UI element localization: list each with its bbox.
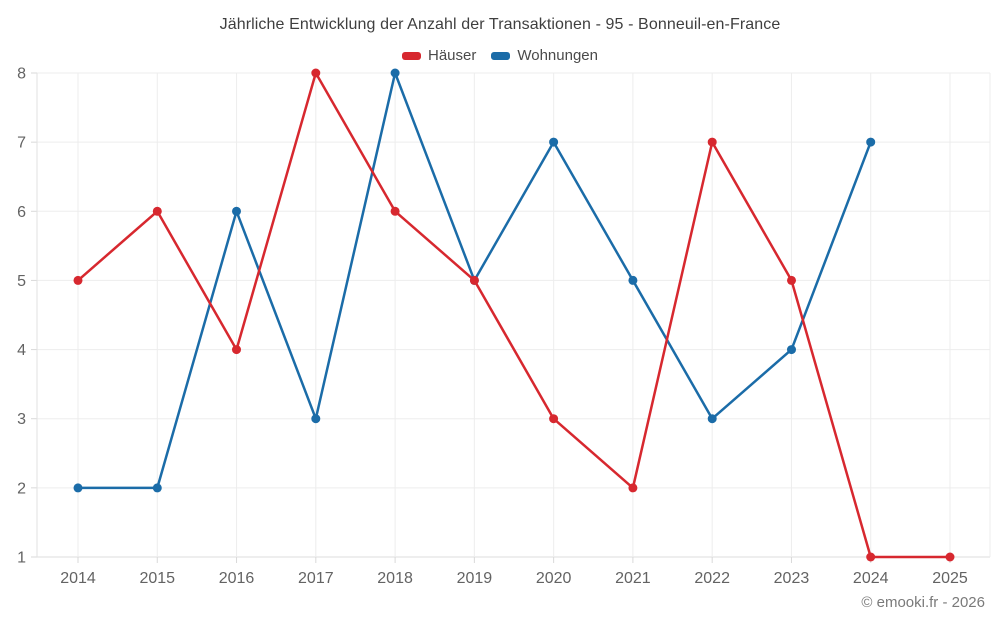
y-axis-label-6: 6 — [17, 204, 26, 221]
point-hauser-2023[interactable] — [787, 275, 796, 285]
y-axis-label-3: 3 — [17, 411, 26, 428]
legend-item-wohnungen[interactable]: Wohnungen — [491, 47, 598, 64]
x-axis-label-2021: 2021 — [615, 570, 651, 587]
point-wohnungen-2022[interactable] — [707, 414, 717, 424]
point-hauser-2014[interactable] — [73, 275, 83, 285]
point-hauser-2024[interactable] — [866, 552, 876, 562]
x-axis-label-2014: 2014 — [60, 570, 96, 587]
point-wohnungen-2024[interactable] — [866, 137, 876, 147]
point-hauser-2016[interactable] — [232, 345, 241, 355]
point-wohnungen-2017[interactable] — [311, 414, 321, 424]
point-hauser-2018[interactable] — [390, 206, 400, 216]
x-axis-label-2016: 2016 — [219, 570, 255, 587]
point-wohnungen-2020[interactable] — [549, 137, 559, 147]
x-axis-label-2015: 2015 — [139, 570, 175, 587]
x-axis-label-2025: 2025 — [932, 570, 968, 587]
x-axis-label-2024: 2024 — [853, 570, 889, 587]
point-hauser-2020[interactable] — [549, 414, 559, 424]
chart-title: Jährliche Entwicklung der Anzahl der Tra… — [219, 16, 781, 33]
y-axis-label-2: 2 — [17, 480, 26, 497]
point-hauser-2019[interactable] — [469, 275, 479, 285]
footer-credit: © emooki.fr - 2026 — [861, 594, 985, 611]
chart-legend: Häuser Wohnungen — [0, 47, 1000, 64]
x-axis-label-2019: 2019 — [457, 570, 493, 587]
point-hauser-2025[interactable] — [945, 552, 955, 562]
point-wohnungen-2014[interactable] — [73, 483, 83, 493]
x-axis-label-2018: 2018 — [377, 570, 413, 587]
x-axis-label-2023: 2023 — [774, 570, 810, 587]
x-axis-label-2022: 2022 — [694, 570, 730, 587]
point-hauser-2015[interactable] — [152, 206, 162, 216]
legend-label-hauser: Häuser — [428, 47, 477, 64]
point-hauser-2021[interactable] — [628, 483, 638, 493]
point-wohnungen-2018[interactable] — [390, 68, 400, 78]
series-line-hauser — [76, 71, 952, 559]
point-hauser-2017[interactable] — [311, 68, 321, 78]
y-axis-label-8: 8 — [17, 66, 26, 83]
y-axis-label-1: 1 — [17, 550, 26, 567]
point-wohnungen-2016[interactable] — [232, 206, 241, 216]
point-wohnungen-2021[interactable] — [628, 275, 638, 285]
point-hauser-2022[interactable] — [707, 137, 717, 147]
y-axis-label-7: 7 — [17, 135, 26, 152]
point-wohnungen-2023[interactable] — [787, 345, 796, 355]
legend-item-hauser[interactable]: Häuser — [402, 47, 476, 64]
x-axis-label-2017: 2017 — [298, 570, 334, 587]
point-wohnungen-2015[interactable] — [152, 483, 162, 493]
legend-swatch-hauser — [402, 51, 421, 60]
y-axis-label-5: 5 — [17, 273, 26, 290]
legend-swatch-wohnungen — [491, 51, 511, 60]
legend-label-wohnungen: Wohnungen — [517, 47, 598, 64]
y-axis-label-4: 4 — [17, 342, 26, 359]
x-axis-label-2020: 2020 — [536, 570, 572, 587]
